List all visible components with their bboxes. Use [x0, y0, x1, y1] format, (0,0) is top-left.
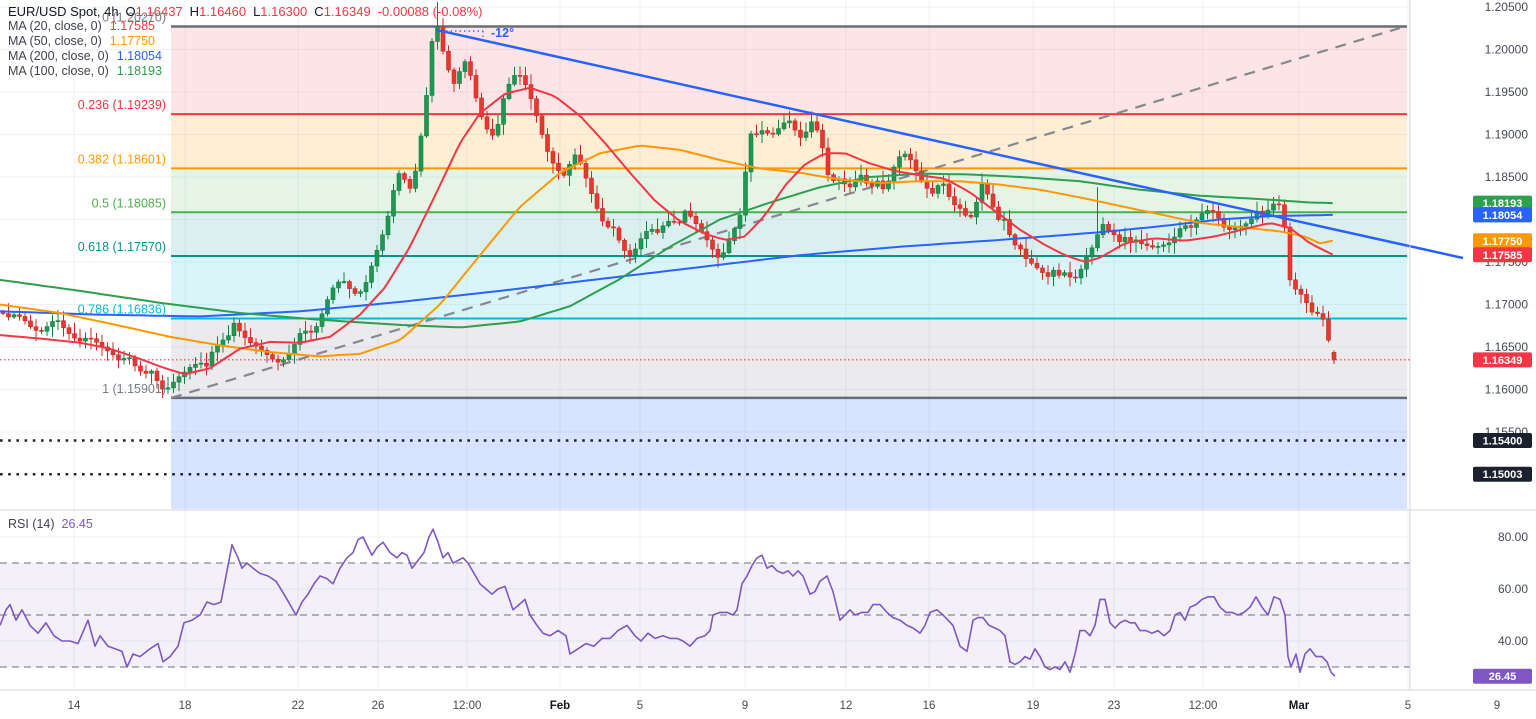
- time-tick: Mar: [1289, 700, 1310, 712]
- svg-text:1.18054: 1.18054: [1483, 210, 1524, 222]
- svg-text:26.45: 26.45: [1489, 671, 1517, 683]
- time-tick: 12: [840, 700, 853, 712]
- price-tick: 1.20500: [1485, 0, 1529, 14]
- fib-label: 0.618 (1.17570): [78, 240, 166, 254]
- svg-text:1.18193: 1.18193: [1483, 198, 1523, 210]
- fib-labels: 0 (1.20270) 0.236 (1.19239) 0.382 (1.18601…: [78, 11, 166, 396]
- time-tick: 12:00: [1189, 700, 1218, 712]
- price-tick: 1.16000: [1485, 383, 1529, 397]
- time-tick: 12:00: [453, 700, 482, 712]
- angle-label: -12°: [491, 26, 514, 40]
- price-badge-1.17585: 1.17585: [1473, 247, 1532, 263]
- price-badge-1.15400: 1.15400: [1473, 433, 1532, 448]
- price-tick: 1.16500: [1485, 340, 1529, 354]
- fib-zones: [171, 26, 1407, 509]
- price-tick: 1.19500: [1485, 85, 1529, 99]
- svg-text:1.17585: 1.17585: [1483, 250, 1523, 262]
- time-tick: 16: [923, 700, 936, 712]
- fib-label: 0.5 (1.18085): [92, 196, 166, 210]
- ma20-line[interactable]: [0, 87, 1333, 375]
- rsi-tick: 80.00: [1498, 530, 1528, 544]
- rsi-badge: 26.45: [1473, 668, 1532, 684]
- price-tick: 1.20000: [1485, 43, 1529, 57]
- trendline-ascending-dashed[interactable]: [170, 26, 1401, 399]
- time-tick: 9: [1494, 700, 1500, 712]
- fib-label: 1 (1.15901): [102, 382, 166, 396]
- fib-label: 0 (1.20270): [102, 11, 166, 25]
- time-tick: 19: [1027, 700, 1040, 712]
- price-badge-1.17750: 1.17750: [1473, 233, 1532, 249]
- svg-text:1.15003: 1.15003: [1483, 469, 1523, 481]
- time-tick: 9: [742, 700, 748, 712]
- fib-label: 0.786 (1.16836): [78, 302, 166, 316]
- rsi-line[interactable]: [0, 528, 1336, 677]
- svg-text:1.15400: 1.15400: [1483, 436, 1523, 448]
- time-tick: 18: [179, 700, 192, 712]
- price-tick: 1.19000: [1485, 128, 1529, 142]
- ma50-line[interactable]: [0, 144, 1333, 358]
- fib-label: 0.382 (1.18601): [78, 152, 166, 166]
- trendline-descending[interactable]: [436, 28, 1464, 260]
- rsi-tick: 40.00: [1498, 634, 1528, 648]
- time-axis[interactable]: 14 18 22 26 12:00 Feb 5 9 12 16 19 23 12:00 Mar 5 9: [68, 700, 1501, 712]
- fib-zone-2: [171, 168, 1407, 213]
- fib-zone-0: [171, 26, 1407, 115]
- ma200-line[interactable]: [0, 213, 1333, 318]
- time-tick: 26: [372, 700, 385, 712]
- ma100-line[interactable]: [0, 172, 1333, 329]
- time-tick: 5: [637, 700, 643, 712]
- rsi-band: [0, 563, 1410, 667]
- time-tick: 22: [292, 700, 305, 712]
- price-tick: 1.18500: [1485, 170, 1529, 184]
- price-axis[interactable]: 1.20500 1.20000 1.19500 1.19000 1.18500 1.175…: [1473, 0, 1532, 684]
- time-tick: 5: [1405, 700, 1411, 712]
- rsi-tick: 60.00: [1498, 582, 1528, 596]
- fib-zone-4: [171, 256, 1407, 319]
- time-tick: 23: [1108, 700, 1121, 712]
- price-badge-1.15003: 1.15003: [1473, 466, 1532, 482]
- price-badge-1.16349: 1.16349: [1473, 352, 1532, 368]
- price-badge-1.18054: 1.18054: [1473, 207, 1532, 223]
- time-tick: Feb: [550, 700, 570, 712]
- svg-text:1.16349: 1.16349: [1483, 355, 1523, 367]
- fib-zone-6: [171, 397, 1407, 509]
- time-tick: 14: [68, 700, 81, 712]
- price-badge-1.18193: 1.18193: [1473, 195, 1532, 211]
- svg-text:1.17750: 1.17750: [1483, 236, 1523, 248]
- fib-label: 0.236 (1.19239): [78, 98, 166, 112]
- price-tick: 1.17000: [1485, 298, 1529, 312]
- fib-zone-5: [171, 318, 1407, 398]
